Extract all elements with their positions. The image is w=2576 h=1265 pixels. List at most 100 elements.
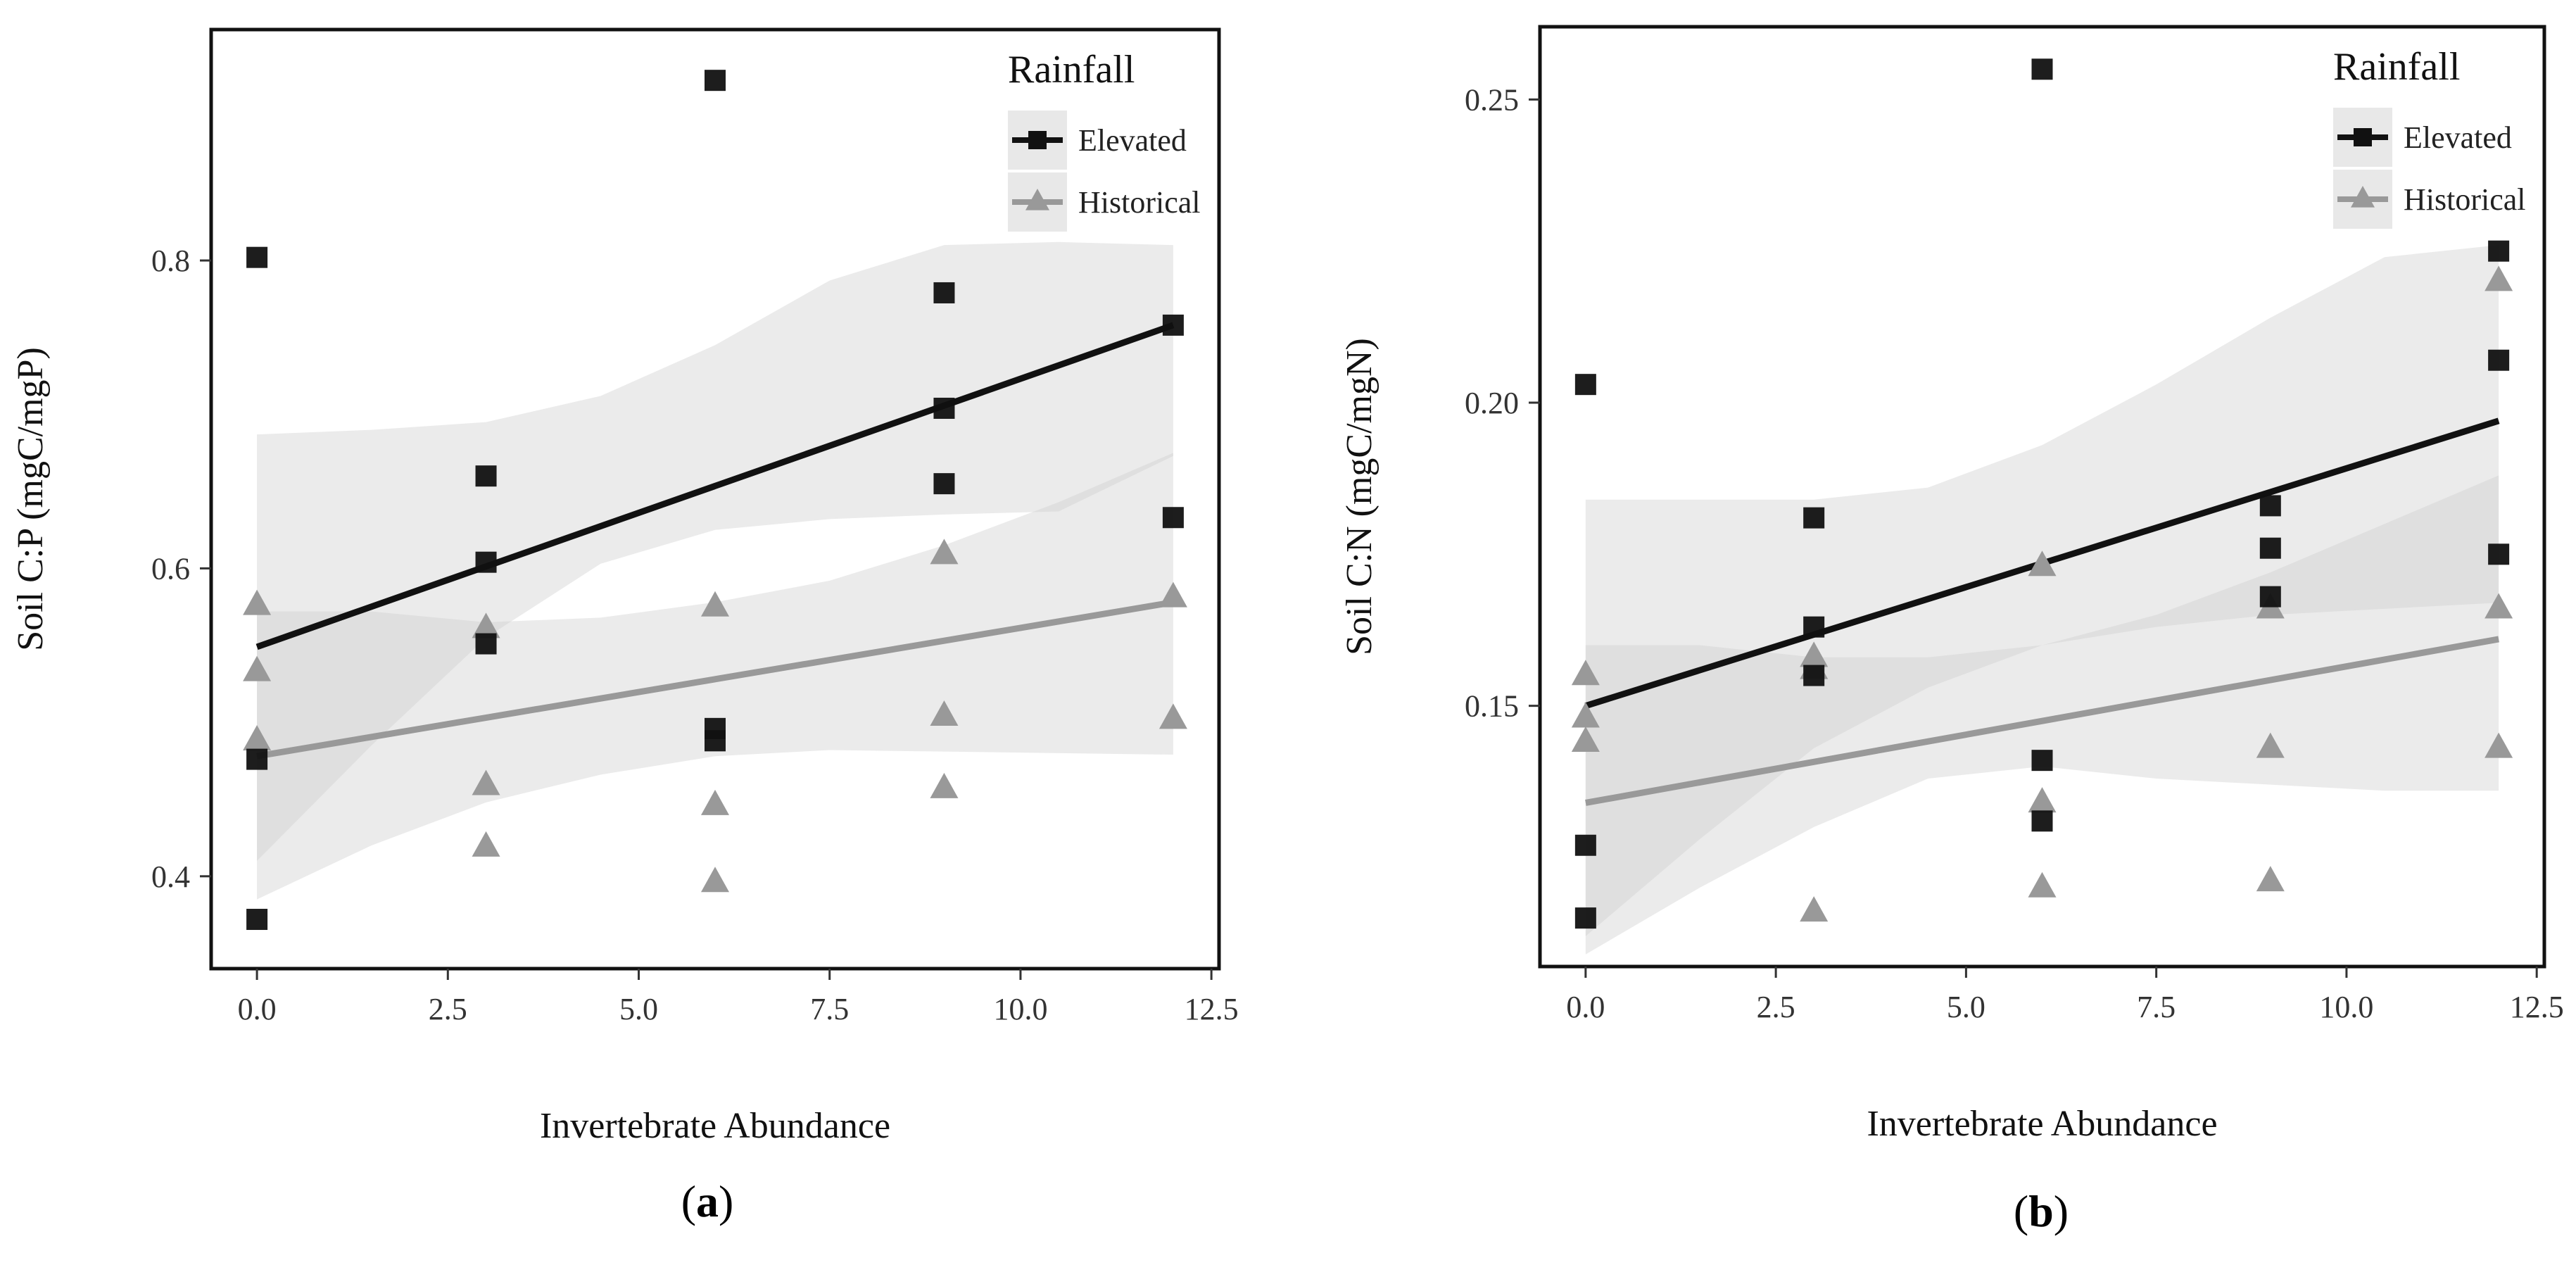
point-elevated (933, 397, 955, 419)
x-tick-label: 2.5 (429, 992, 467, 1026)
data-points (1571, 58, 2513, 929)
point-historical (2485, 732, 2513, 758)
fit-line-elevated (255, 322, 1175, 650)
x-tick-label: 2.5 (1757, 990, 1795, 1024)
panel-label: (b) (2014, 1186, 2069, 1236)
point-historical (1571, 660, 1600, 686)
plot-frame (209, 27, 1221, 971)
point-elevated (1162, 507, 1184, 529)
point-historical (1800, 896, 1829, 922)
x-tick-label: 7.5 (2137, 990, 2176, 1024)
point-elevated (1162, 314, 1184, 336)
point-elevated (246, 909, 268, 931)
legend-key-elevated-square (1028, 131, 1047, 149)
point-historical (2028, 871, 2057, 898)
point-elevated (2259, 537, 2281, 559)
point-historical (2485, 265, 2513, 291)
y-axis-title: Soil C:P (mgC/mgP) (11, 347, 51, 651)
legend: Rainfall Elevated Historical (1008, 48, 1201, 232)
x-tick-label: 0.0 (1566, 990, 1605, 1024)
legend-label-elevated: Elevated (1078, 123, 1187, 158)
y-tick-label: 0.8 (151, 244, 190, 278)
point-elevated (1803, 507, 1825, 529)
data-points (243, 70, 1187, 931)
legend-key-historical-triangle (2351, 186, 2375, 208)
panel-label-letter: a (696, 1176, 719, 1226)
point-historical (2256, 866, 2285, 892)
x-tick-label: 5.0 (619, 992, 658, 1026)
x-tick-label: 12.5 (1185, 992, 1239, 1026)
confidence-bands (1585, 245, 2499, 955)
point-historical (2256, 732, 2285, 758)
y-tick-label: 0.15 (1465, 689, 1519, 724)
point-elevated (705, 730, 726, 752)
point-historical (701, 867, 729, 893)
point-historical (1571, 702, 1600, 728)
point-historical (701, 591, 729, 617)
legend-label-historical: Historical (2404, 182, 2526, 217)
point-elevated (246, 748, 268, 770)
panel-b: 0.0 2.5 5.0 7.5 10.0 12.5 0.15 0.20 0.25 Inverte… (1339, 25, 2564, 1236)
confidence-band-elevated (257, 241, 1173, 861)
y-tick-label: 0.6 (151, 551, 190, 586)
y-tick-label: 0.20 (1465, 386, 1519, 420)
point-historical (2485, 593, 2513, 619)
point-elevated (705, 70, 726, 92)
axis-ticks: 0.0 2.5 5.0 7.5 10.0 12.5 0.15 0.20 0.25 (1465, 82, 2564, 1024)
point-historical (472, 831, 500, 857)
panel-label-open-paren: ( (2014, 1186, 2028, 1236)
x-tick-label: 12.5 (2510, 990, 2564, 1024)
legend: Rainfall Elevated Historical (2333, 45, 2526, 229)
point-elevated (933, 282, 955, 303)
fit-line-historical (1585, 636, 2499, 806)
plot-frame (1538, 25, 2546, 969)
point-elevated (2031, 810, 2053, 832)
x-tick-label: 7.5 (810, 992, 849, 1026)
panel-label-close-paren: ) (719, 1176, 733, 1226)
point-historical (1158, 703, 1187, 729)
y-tick-label: 0.25 (1465, 82, 1519, 117)
legend-title: Rainfall (2333, 45, 2460, 89)
point-historical (930, 539, 959, 565)
point-elevated (246, 246, 268, 268)
point-historical (472, 612, 500, 638)
legend-key-historical-triangle (1025, 189, 1049, 210)
point-historical (930, 700, 959, 726)
y-tick-label: 0.4 (151, 860, 190, 894)
point-elevated (1574, 907, 1596, 929)
fit-line-historical (256, 599, 1174, 760)
x-axis-title: Invertebrate Abundance (540, 1106, 890, 1146)
y-axis-title: Soil C:N (mgC/mgN) (1339, 338, 1379, 655)
panel-label-letter: b (2028, 1186, 2054, 1236)
x-axis-title: Invertebrate Abundance (1867, 1104, 2217, 1144)
point-elevated (1574, 834, 1596, 856)
panel-a: 0.0 2.5 5.0 7.5 10.0 12.5 0.4 0.6 0.8 Invertebra… (11, 27, 1239, 1226)
legend-label-historical: Historical (1078, 185, 1201, 220)
legend-label-elevated: Elevated (2404, 120, 2512, 155)
legend-title: Rainfall (1008, 48, 1135, 92)
point-historical (243, 725, 272, 751)
fit-lines (255, 322, 1175, 760)
point-elevated (2031, 750, 2053, 772)
point-historical (243, 589, 272, 615)
point-historical (701, 789, 729, 815)
point-historical (930, 772, 959, 798)
point-historical (1571, 726, 1600, 753)
panel-label-open-paren: ( (681, 1176, 696, 1226)
legend-key-elevated-square (2354, 128, 2372, 146)
point-elevated (475, 551, 497, 573)
confidence-band-elevated (1585, 245, 2499, 936)
point-historical (472, 769, 500, 795)
point-elevated (475, 633, 497, 655)
point-elevated (2488, 543, 2510, 565)
point-elevated (2488, 349, 2510, 371)
x-tick-label: 5.0 (1947, 990, 1985, 1024)
point-historical (2028, 787, 2057, 813)
point-elevated (2259, 495, 2281, 517)
point-elevated (475, 465, 497, 487)
panel-label: (a) (681, 1176, 734, 1226)
x-tick-label: 0.0 (238, 992, 277, 1026)
point-historical (2028, 550, 2057, 577)
point-elevated (2488, 240, 2510, 262)
